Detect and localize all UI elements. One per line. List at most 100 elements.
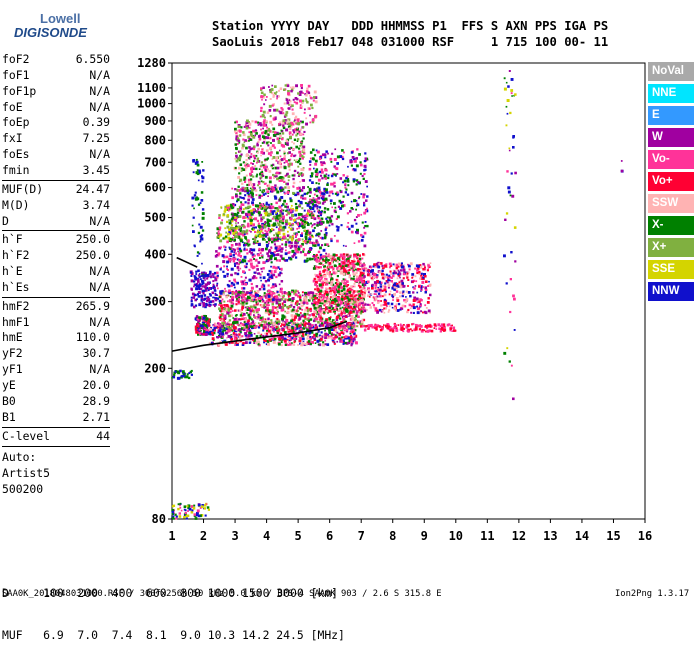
echo-point bbox=[422, 263, 425, 266]
echo-point bbox=[238, 301, 240, 303]
echo-point bbox=[398, 324, 400, 326]
echo-point bbox=[253, 145, 255, 147]
echo-point bbox=[347, 258, 349, 260]
echo-point bbox=[308, 319, 310, 321]
echo-point bbox=[323, 268, 325, 270]
echo-point bbox=[298, 325, 301, 328]
echo-point bbox=[285, 223, 288, 226]
echo-point bbox=[218, 304, 220, 306]
echo-point bbox=[353, 286, 355, 288]
echo-point bbox=[267, 318, 269, 320]
echo-point bbox=[344, 259, 346, 261]
echo-point bbox=[323, 255, 326, 258]
echo-point bbox=[231, 218, 233, 220]
echo-point bbox=[266, 333, 268, 335]
echo-point bbox=[371, 277, 373, 279]
echo-point bbox=[308, 317, 310, 319]
echo-point bbox=[249, 251, 251, 253]
echo-point bbox=[242, 293, 245, 296]
echo-point bbox=[362, 253, 365, 256]
echo-point bbox=[359, 258, 361, 260]
echo-point bbox=[245, 302, 247, 304]
echo-point bbox=[241, 306, 244, 309]
echo-point bbox=[275, 232, 277, 234]
echo-point bbox=[270, 142, 272, 144]
echo-point bbox=[246, 312, 248, 314]
echo-point bbox=[380, 285, 382, 287]
echo-point bbox=[252, 320, 254, 322]
echo-point bbox=[255, 299, 257, 301]
echo-point bbox=[321, 294, 324, 297]
echo-point bbox=[269, 170, 272, 173]
echo-point bbox=[328, 269, 330, 271]
echo-point bbox=[287, 311, 290, 314]
echo-point bbox=[304, 240, 307, 243]
echo-point bbox=[360, 290, 362, 292]
echo-point bbox=[401, 262, 403, 264]
echo-point bbox=[313, 267, 316, 270]
echo-point bbox=[257, 122, 259, 124]
echo-point bbox=[290, 258, 293, 261]
echo-point bbox=[248, 211, 250, 213]
echo-point bbox=[245, 341, 248, 344]
echo-point bbox=[361, 258, 363, 260]
echo-point bbox=[346, 280, 349, 283]
echo-point bbox=[370, 267, 372, 269]
echo-point bbox=[226, 273, 228, 275]
echo-point bbox=[271, 166, 273, 168]
echo-point bbox=[379, 271, 381, 273]
echo-point bbox=[264, 239, 266, 241]
echo-point bbox=[342, 296, 344, 298]
echo-point bbox=[384, 282, 386, 284]
echo-point bbox=[340, 254, 343, 257]
echo-point bbox=[343, 278, 345, 280]
echo-point bbox=[396, 287, 398, 289]
echo-point bbox=[399, 291, 402, 294]
echo-point bbox=[249, 310, 252, 313]
echo-point bbox=[296, 128, 298, 130]
echo-point bbox=[277, 187, 279, 189]
echo-point bbox=[283, 236, 286, 239]
echo-point bbox=[388, 275, 390, 277]
echo-point bbox=[254, 291, 256, 293]
echo-point bbox=[281, 205, 283, 207]
echo-point bbox=[250, 184, 253, 187]
echo-point bbox=[388, 325, 390, 327]
echo-point bbox=[301, 121, 304, 124]
echo-point bbox=[393, 293, 396, 296]
echo-point bbox=[254, 165, 256, 167]
echo-point bbox=[349, 275, 351, 277]
echo-point bbox=[259, 300, 261, 302]
echo-point bbox=[330, 290, 332, 292]
echo-point bbox=[287, 331, 289, 333]
echo-point bbox=[234, 128, 237, 131]
echo-point bbox=[233, 254, 235, 256]
echo-point bbox=[387, 302, 390, 305]
echo-point bbox=[249, 317, 252, 320]
echo-point bbox=[268, 314, 270, 316]
echo-point bbox=[412, 291, 414, 293]
echo-point bbox=[213, 324, 215, 326]
echo-point bbox=[245, 147, 248, 150]
echo-point bbox=[235, 290, 237, 292]
echo-point bbox=[288, 241, 291, 244]
echo-point bbox=[397, 285, 399, 287]
echo-point bbox=[223, 213, 225, 215]
echo-point bbox=[283, 181, 285, 183]
echo-point bbox=[263, 234, 265, 236]
echo-point bbox=[263, 225, 266, 228]
echo-point bbox=[285, 160, 288, 163]
echo-point bbox=[331, 273, 333, 275]
echo-point bbox=[367, 270, 369, 272]
echo-point bbox=[252, 130, 255, 133]
echo-point bbox=[403, 273, 406, 276]
echo-point bbox=[332, 258, 334, 260]
echo-point bbox=[387, 281, 389, 283]
echo-point bbox=[291, 250, 294, 253]
echo-point bbox=[313, 304, 316, 307]
echo-point bbox=[226, 256, 229, 259]
echo-point bbox=[292, 297, 295, 300]
echo-point bbox=[249, 181, 252, 184]
echo-point bbox=[285, 219, 288, 222]
